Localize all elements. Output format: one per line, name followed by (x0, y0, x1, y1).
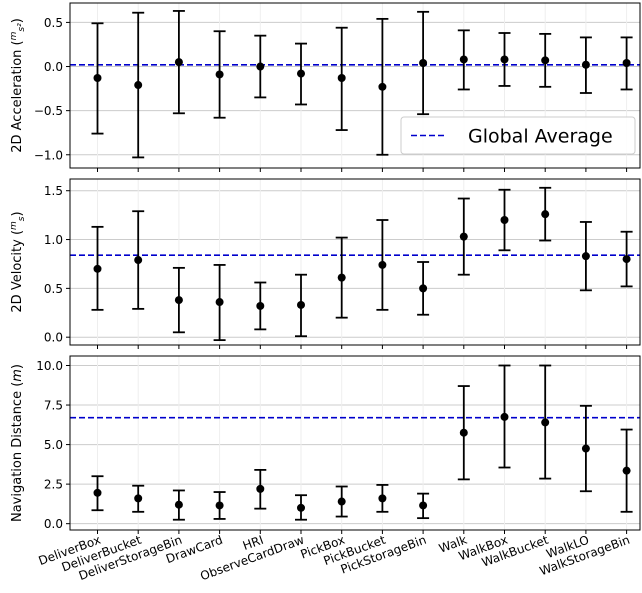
y-axis-title-close: ) (10, 211, 25, 216)
axes-frame (69, 2, 641, 169)
mean-point (419, 59, 428, 67)
axes-frame (69, 355, 641, 531)
mean-point (622, 255, 631, 264)
mean-point (500, 55, 509, 64)
y-tick-label: 2.5 (44, 478, 63, 492)
mean-point (581, 60, 590, 69)
mean-point (541, 418, 550, 427)
mean-point (459, 55, 468, 64)
mean-point (297, 69, 305, 78)
mean-point (134, 256, 143, 265)
y-axis-title-main: 2D Acceleration ( (10, 40, 25, 152)
mean-point (215, 70, 224, 79)
mean-point (93, 488, 102, 497)
mean-point (337, 497, 346, 506)
y-tick-label: 7.5 (44, 399, 63, 413)
y-axis-title: 2D Acceleration (ms²) (9, 18, 27, 153)
y-axis-unit-denominator: s (17, 216, 27, 221)
y-tick-label: 1.5 (44, 184, 63, 198)
mean-point (419, 501, 428, 510)
y-axis-title-main: Navigation Distance ( (10, 382, 25, 522)
y-axis-title-main: 2D Velocity ( (10, 230, 25, 313)
mean-point (541, 56, 550, 65)
mean-point (541, 210, 550, 219)
y-axis-title: 2D Velocity (ms) (9, 211, 27, 312)
panel-2: 1.5 1.0 0.5 0.0 2D Velocity (ms) (9, 178, 641, 349)
mean-point (378, 260, 387, 269)
y-tick-label: −0.5 (34, 104, 63, 118)
y-tick-label: 0.0 (44, 331, 63, 345)
mean-point (215, 501, 224, 510)
y-tick-label: 0.5 (44, 16, 63, 30)
axes-frame (69, 178, 641, 346)
mean-point (93, 264, 102, 273)
y-axis-unit: m (10, 369, 25, 382)
y-tick-label: 0.0 (44, 517, 63, 531)
x-tick-labels: DeliverBoxDeliverBucketDeliverStorageBin… (37, 533, 632, 584)
mean-point (459, 232, 468, 241)
mean-point (93, 74, 102, 82)
y-tick-label: 10.0 (36, 359, 63, 373)
mean-point (378, 494, 387, 503)
legend: Global Average (400, 116, 636, 155)
legend-label: Global Average (468, 126, 613, 148)
mean-point (297, 300, 305, 309)
y-axis-title-close: ) (10, 364, 25, 369)
mean-point (256, 62, 265, 71)
mean-point (581, 252, 590, 261)
mean-point (174, 58, 183, 67)
mean-point (378, 82, 387, 91)
panel-1: 0.5 0.0 −0.5 −1.0 2D Acceleration (ms²) Globa… (9, 2, 641, 172)
y-tick-label: 0.5 (44, 282, 63, 296)
mean-point (500, 216, 509, 225)
panel-3: 10.0 7.5 5.0 2.5 0.0 Navigation Distance (m) (10, 355, 641, 534)
mean-point (215, 298, 224, 307)
mean-point (500, 412, 509, 421)
y-axis-unit-numerator: m (9, 31, 19, 40)
y-axis-unit-numerator: m (9, 221, 19, 230)
mean-point (419, 284, 428, 293)
mean-point (622, 466, 631, 475)
mean-point (581, 444, 590, 453)
mean-point (134, 494, 143, 503)
mean-point (337, 273, 346, 282)
mean-point (622, 59, 631, 67)
y-tick-label: 0.0 (44, 60, 63, 74)
mean-point (256, 301, 265, 310)
y-tick-label: −1.0 (34, 148, 63, 162)
x-tick-label: HRI (241, 533, 265, 553)
y-tick-label: 5.0 (44, 438, 63, 452)
mean-point (459, 428, 468, 437)
legend-box (400, 116, 636, 155)
mean-point (134, 81, 143, 90)
y-axis-title: Navigation Distance (m) (10, 364, 25, 522)
mean-point (174, 500, 183, 509)
chart-panels: 0.50.0−0.5−1.02D Acceleration (ms²)Globa… (9, 2, 641, 534)
y-axis-unit-denominator: s² (17, 23, 27, 32)
y-axis-title-close: ) (10, 18, 25, 23)
mean-point (297, 503, 305, 512)
mean-point (256, 484, 265, 493)
mean-point (337, 74, 346, 82)
mean-point (174, 296, 183, 305)
y-tick-label: 1.0 (44, 233, 63, 247)
